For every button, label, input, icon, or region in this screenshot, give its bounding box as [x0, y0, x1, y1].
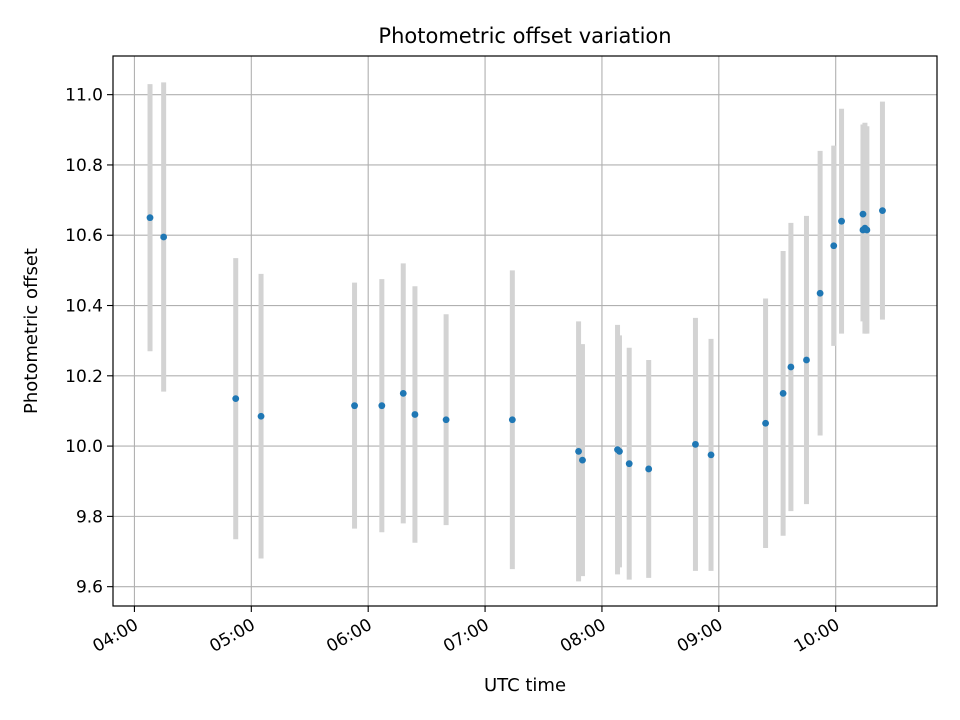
plot-frame	[112, 55, 938, 607]
data-point	[378, 402, 386, 410]
data-point	[232, 395, 240, 403]
y-tick-label: 9.6	[76, 578, 103, 598]
data-point	[616, 447, 623, 455]
y-tick-label: 9.8	[76, 507, 103, 527]
data-point	[803, 356, 810, 364]
data-point	[351, 402, 358, 410]
data-point	[625, 460, 633, 468]
y-tick-label: 11.0	[65, 86, 103, 106]
data-point	[838, 217, 845, 225]
y-tick-label: 10.8	[65, 156, 103, 176]
data-point	[508, 416, 516, 424]
x-axis-label: UTC time	[484, 675, 566, 696]
data-point	[787, 363, 795, 371]
data-point	[645, 465, 653, 473]
data-point	[399, 389, 407, 397]
grid	[113, 56, 937, 606]
data-point	[879, 207, 886, 215]
data-point	[816, 289, 824, 297]
data-points	[146, 207, 886, 473]
y-axis-ticks: 9.6 9.8 10.0 10.2 10.4 10.6 10.8 11.0	[65, 86, 113, 598]
data-point	[579, 456, 586, 464]
y-axis-label: Photometric offset	[21, 248, 42, 414]
y-tick-label: 10.2	[65, 367, 103, 387]
data-point	[257, 412, 265, 420]
data-point	[575, 447, 582, 455]
data-point	[707, 451, 715, 459]
data-point	[692, 440, 699, 448]
data-point	[863, 226, 871, 234]
y-tick-label: 10.0	[65, 437, 103, 457]
y-tick-label: 10.4	[65, 297, 103, 317]
data-point	[762, 419, 769, 427]
data-point	[146, 214, 154, 222]
data-point	[830, 242, 838, 250]
data-point	[411, 411, 419, 418]
data-point	[160, 233, 168, 241]
data-point	[779, 389, 787, 397]
data-point	[442, 416, 450, 424]
chart-title: Photometric offset variation	[378, 24, 671, 48]
data-point	[859, 210, 867, 218]
y-tick-label: 10.6	[65, 226, 103, 246]
